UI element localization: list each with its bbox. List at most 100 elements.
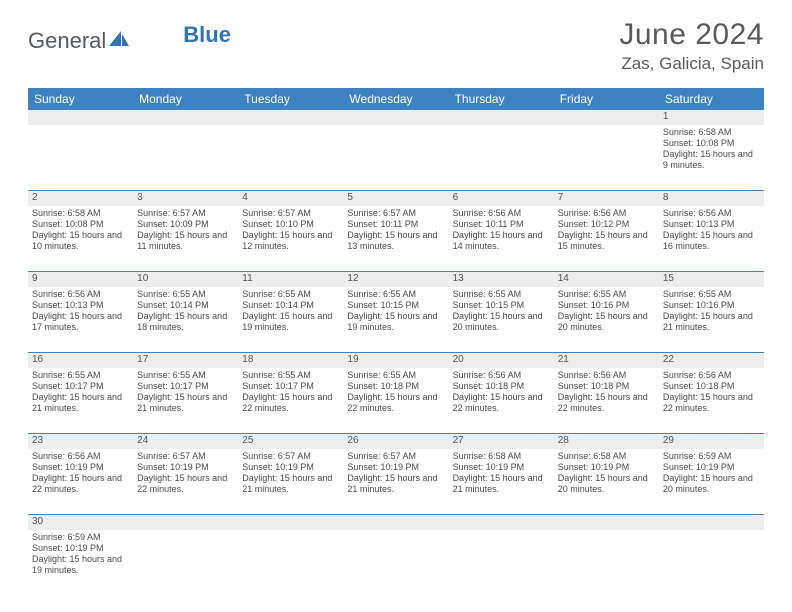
daylight-text: Daylight: 15 hours and 21 minutes. bbox=[137, 392, 234, 415]
sunset-text: Sunset: 10:13 PM bbox=[663, 219, 760, 230]
day-number-cell: 6 bbox=[449, 191, 554, 206]
daylight-text: Daylight: 15 hours and 21 minutes. bbox=[242, 473, 339, 496]
daylight-text: Daylight: 15 hours and 9 minutes. bbox=[663, 149, 760, 172]
day-number-cell bbox=[343, 515, 448, 530]
day-cell: Sunrise: 6:58 AMSunset: 10:08 PMDaylight… bbox=[659, 125, 764, 191]
day-number-cell bbox=[554, 110, 659, 125]
sunset-text: Sunset: 10:17 PM bbox=[242, 381, 339, 392]
day-number-cell: 29 bbox=[659, 434, 764, 449]
weekday-header: Monday bbox=[133, 88, 238, 110]
day-cell: Sunrise: 6:56 AMSunset: 10:18 PMDaylight… bbox=[659, 368, 764, 434]
sunset-text: Sunset: 10:19 PM bbox=[242, 462, 339, 473]
sunrise-text: Sunrise: 6:57 AM bbox=[137, 208, 234, 219]
daylight-text: Daylight: 15 hours and 22 minutes. bbox=[242, 392, 339, 415]
sunset-text: Sunset: 10:16 PM bbox=[663, 300, 760, 311]
sunset-text: Sunset: 10:15 PM bbox=[453, 300, 550, 311]
location: Zas, Galicia, Spain bbox=[619, 54, 764, 74]
day-content-row: Sunrise: 6:59 AMSunset: 10:19 PMDaylight… bbox=[28, 530, 764, 596]
sunrise-text: Sunrise: 6:56 AM bbox=[32, 451, 129, 462]
sunset-text: Sunset: 10:19 PM bbox=[558, 462, 655, 473]
day-number-cell: 3 bbox=[133, 191, 238, 206]
sunset-text: Sunset: 10:14 PM bbox=[137, 300, 234, 311]
sunset-text: Sunset: 10:15 PM bbox=[347, 300, 444, 311]
day-cell: Sunrise: 6:58 AMSunset: 10:19 PMDaylight… bbox=[449, 449, 554, 515]
day-number-row: 23242526272829 bbox=[28, 434, 764, 449]
page-header: General Blue June 2024 Zas, Galicia, Spa… bbox=[0, 0, 792, 82]
day-cell: Sunrise: 6:57 AMSunset: 10:10 PMDaylight… bbox=[238, 206, 343, 272]
day-number-cell: 5 bbox=[343, 191, 448, 206]
sunrise-text: Sunrise: 6:57 AM bbox=[137, 451, 234, 462]
day-number-cell bbox=[659, 515, 764, 530]
title-block: June 2024 Zas, Galicia, Spain bbox=[619, 18, 764, 74]
daylight-text: Daylight: 15 hours and 21 minutes. bbox=[347, 473, 444, 496]
day-number-cell: 4 bbox=[238, 191, 343, 206]
day-number-cell: 25 bbox=[238, 434, 343, 449]
sunrise-text: Sunrise: 6:55 AM bbox=[137, 289, 234, 300]
weekday-header: Saturday bbox=[659, 88, 764, 110]
sunset-text: Sunset: 10:17 PM bbox=[32, 381, 129, 392]
weekday-header: Tuesday bbox=[238, 88, 343, 110]
sunset-text: Sunset: 10:19 PM bbox=[32, 462, 129, 473]
day-number-cell bbox=[554, 515, 659, 530]
day-number-cell: 26 bbox=[343, 434, 448, 449]
sunrise-text: Sunrise: 6:57 AM bbox=[242, 451, 339, 462]
sunrise-text: Sunrise: 6:58 AM bbox=[663, 127, 760, 138]
daylight-text: Daylight: 15 hours and 22 minutes. bbox=[137, 473, 234, 496]
day-number-cell bbox=[343, 110, 448, 125]
weekday-header: Friday bbox=[554, 88, 659, 110]
sunset-text: Sunset: 10:10 PM bbox=[242, 219, 339, 230]
day-number-cell bbox=[449, 515, 554, 530]
daylight-text: Daylight: 15 hours and 22 minutes. bbox=[453, 392, 550, 415]
sunrise-text: Sunrise: 6:55 AM bbox=[137, 370, 234, 381]
brand-sail-icon bbox=[108, 28, 130, 54]
sunrise-text: Sunrise: 6:55 AM bbox=[347, 370, 444, 381]
day-cell: Sunrise: 6:55 AMSunset: 10:14 PMDaylight… bbox=[133, 287, 238, 353]
day-number-cell: 8 bbox=[659, 191, 764, 206]
daylight-text: Daylight: 15 hours and 20 minutes. bbox=[453, 311, 550, 334]
day-cell: Sunrise: 6:57 AMSunset: 10:19 PMDaylight… bbox=[133, 449, 238, 515]
day-cell bbox=[238, 125, 343, 191]
day-number-cell: 7 bbox=[554, 191, 659, 206]
sunset-text: Sunset: 10:18 PM bbox=[663, 381, 760, 392]
month-title: June 2024 bbox=[619, 18, 764, 52]
day-number-cell: 30 bbox=[28, 515, 133, 530]
day-content-row: Sunrise: 6:56 AMSunset: 10:13 PMDaylight… bbox=[28, 287, 764, 353]
sunset-text: Sunset: 10:18 PM bbox=[347, 381, 444, 392]
sunrise-text: Sunrise: 6:55 AM bbox=[32, 370, 129, 381]
day-content-row: Sunrise: 6:55 AMSunset: 10:17 PMDaylight… bbox=[28, 368, 764, 434]
sunrise-text: Sunrise: 6:59 AM bbox=[32, 532, 129, 543]
sunset-text: Sunset: 10:11 PM bbox=[347, 219, 444, 230]
sunrise-text: Sunrise: 6:58 AM bbox=[32, 208, 129, 219]
daylight-text: Daylight: 15 hours and 21 minutes. bbox=[453, 473, 550, 496]
day-cell bbox=[449, 530, 554, 596]
day-cell: Sunrise: 6:55 AMSunset: 10:15 PMDaylight… bbox=[343, 287, 448, 353]
sunset-text: Sunset: 10:08 PM bbox=[663, 138, 760, 149]
daylight-text: Daylight: 15 hours and 18 minutes. bbox=[137, 311, 234, 334]
day-cell bbox=[133, 530, 238, 596]
day-cell: Sunrise: 6:57 AMSunset: 10:11 PMDaylight… bbox=[343, 206, 448, 272]
day-cell bbox=[343, 125, 448, 191]
brand-part2: Blue bbox=[183, 22, 231, 48]
day-cell bbox=[343, 530, 448, 596]
day-number-cell: 20 bbox=[449, 353, 554, 368]
daylight-text: Daylight: 15 hours and 10 minutes. bbox=[32, 230, 129, 253]
daylight-text: Daylight: 15 hours and 19 minutes. bbox=[32, 554, 129, 577]
sunset-text: Sunset: 10:08 PM bbox=[32, 219, 129, 230]
day-number-cell: 27 bbox=[449, 434, 554, 449]
day-cell: Sunrise: 6:57 AMSunset: 10:09 PMDaylight… bbox=[133, 206, 238, 272]
sunrise-text: Sunrise: 6:56 AM bbox=[558, 208, 655, 219]
daylight-text: Daylight: 15 hours and 22 minutes. bbox=[558, 392, 655, 415]
weekday-header-row: Sunday Monday Tuesday Wednesday Thursday… bbox=[28, 88, 764, 110]
daylight-text: Daylight: 15 hours and 20 minutes. bbox=[663, 473, 760, 496]
day-number-cell: 14 bbox=[554, 272, 659, 287]
sunset-text: Sunset: 10:17 PM bbox=[137, 381, 234, 392]
day-cell bbox=[133, 125, 238, 191]
sunrise-text: Sunrise: 6:59 AM bbox=[663, 451, 760, 462]
calendar-table: Sunday Monday Tuesday Wednesday Thursday… bbox=[28, 88, 764, 596]
day-cell: Sunrise: 6:59 AMSunset: 10:19 PMDaylight… bbox=[659, 449, 764, 515]
day-number-row: 16171819202122 bbox=[28, 353, 764, 368]
day-number-cell bbox=[238, 110, 343, 125]
sunset-text: Sunset: 10:16 PM bbox=[558, 300, 655, 311]
daylight-text: Daylight: 15 hours and 21 minutes. bbox=[32, 392, 129, 415]
daylight-text: Daylight: 15 hours and 20 minutes. bbox=[558, 311, 655, 334]
